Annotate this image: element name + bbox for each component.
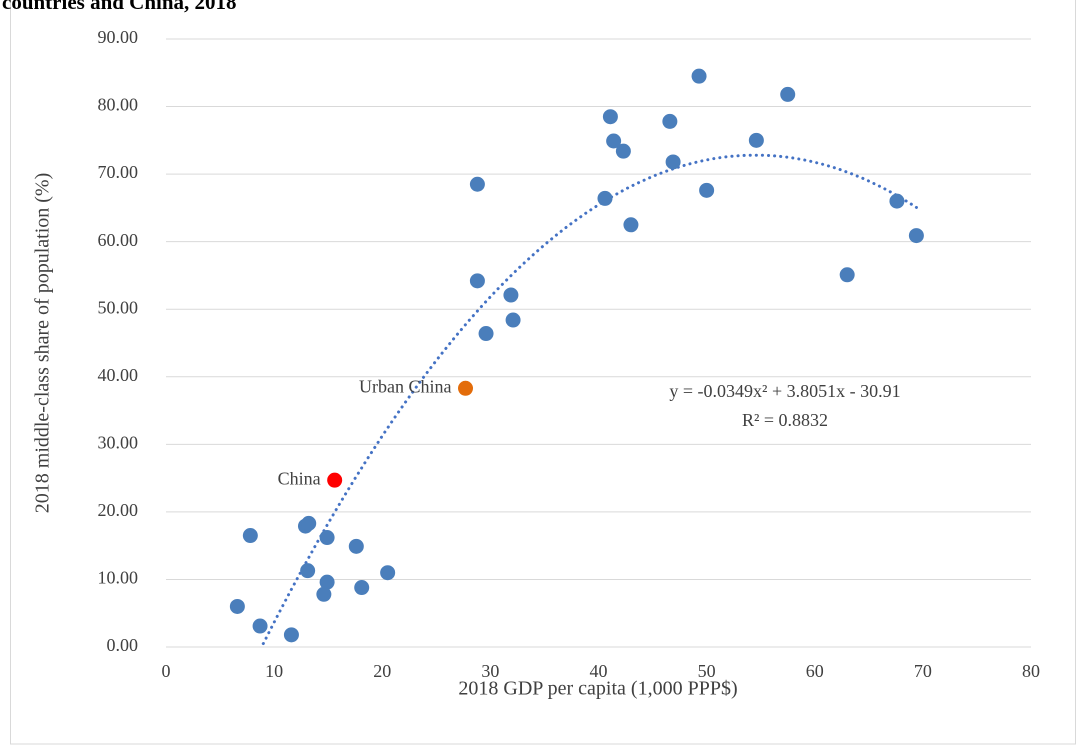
point [327,472,343,488]
point [606,133,622,149]
x-tick-label: 60 [806,661,824,681]
point [301,515,317,531]
point [283,627,299,643]
point [699,182,715,198]
y-tick-label: 30.00 [98,432,139,452]
point [469,273,485,289]
point [780,86,796,102]
chart-title: countries and China, 2018 [2,0,237,14]
point [597,190,613,206]
x-tick-label: 10 [265,661,283,681]
y-tick-label: 10.00 [98,568,139,588]
point [662,113,678,129]
point [908,228,924,244]
y-tick-label: 0.00 [107,635,139,655]
y-tick-label: 60.00 [98,230,139,250]
point [319,574,335,590]
point [602,109,618,125]
point [748,132,764,148]
point [623,217,639,233]
point [469,176,485,192]
y-tick-label: 50.00 [98,297,139,317]
x-tick-label: 40 [590,661,608,681]
point [380,565,396,581]
point [300,563,316,579]
point [665,154,681,170]
point-label: China [278,468,321,488]
point [242,528,258,544]
point [839,267,855,283]
point [229,598,245,614]
point-label: Urban China [359,376,451,396]
trendline [261,153,918,646]
point [615,143,631,159]
chart-frame [10,0,1076,745]
point [319,530,335,546]
trendline-equation: y = -0.0349x² + 3.8051x - 30.91 [669,381,900,401]
point [503,287,519,303]
y-axis-label: 2018 middle-class share of population (%… [32,173,54,513]
y-tick-label: 80.00 [98,95,139,115]
point [252,618,268,634]
point [348,538,364,554]
x-tick-label: 80 [1022,661,1040,681]
point [354,580,370,596]
point [889,193,905,209]
trendline-r2: R² = 0.8832 [742,410,828,430]
y-tick-label: 20.00 [98,500,139,520]
x-axis-label: 2018 GDP per capita (1,000 PPP$) [458,678,737,700]
point [478,326,494,342]
x-tick-label: 30 [481,661,499,681]
x-tick-label: 0 [162,661,171,681]
point [505,312,521,328]
point [458,380,474,396]
x-tick-label: 50 [698,661,716,681]
y-tick-label: 40.00 [98,365,139,385]
x-tick-label: 20 [373,661,391,681]
point [691,68,707,84]
y-tick-label: 70.00 [98,162,139,182]
point [316,586,332,602]
x-tick-label: 70 [914,661,932,681]
y-tick-label: 90.00 [98,27,139,47]
